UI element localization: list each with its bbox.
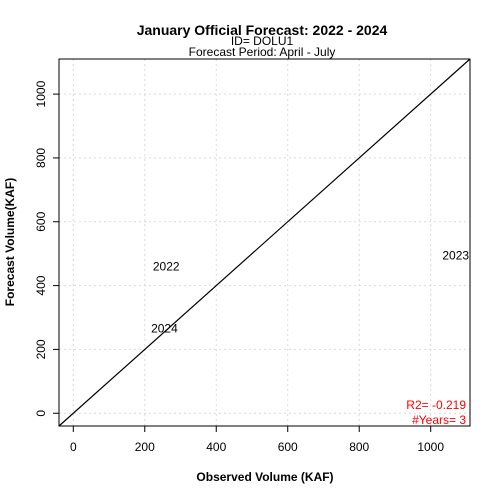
x-tick-label: 800 — [349, 440, 369, 454]
point-label-2023: 2023 — [442, 248, 469, 262]
y-tick-label: 600 — [34, 211, 48, 231]
y-tick-label: 200 — [34, 339, 48, 359]
chart-subtitle-period: Forecast Period: April - July — [189, 45, 336, 59]
y-tick-label: 0 — [34, 410, 48, 417]
y-tick-label: 400 — [34, 275, 48, 295]
chart-subtitle-id: ID= DOLU1 — [231, 34, 294, 48]
one-to-one-reference-line — [58, 58, 471, 427]
point-label-2022: 2022 — [153, 259, 180, 273]
x-axis-label: Observed Volume (KAF) — [196, 470, 333, 484]
chart-title: January Official Forecast: 2022 - 2024 — [137, 22, 388, 38]
y-axis-label: Forecast Volume(KAF) — [3, 178, 17, 306]
point-label-2024: 2024 — [151, 322, 178, 336]
years-count-stat: #Years= 3 — [412, 413, 466, 427]
point-labels: 2022 2023 2024 — [151, 248, 469, 335]
y-tick-label: 800 — [34, 148, 48, 168]
r2-stat: R2= -0.219 — [406, 398, 466, 412]
y-tick-label: 1000 — [34, 80, 48, 107]
x-axis-ticks: 0 200 400 600 800 1000 — [70, 426, 444, 454]
y-axis-ticks: 0 200 400 600 800 1000 — [34, 80, 59, 417]
x-tick-label: 600 — [278, 440, 298, 454]
plot-frame — [58, 58, 471, 427]
x-tick-label: 400 — [206, 440, 226, 454]
x-tick-label: 1000 — [417, 440, 444, 454]
x-tick-label: 0 — [70, 440, 77, 454]
grid-lines — [59, 59, 470, 426]
x-tick-label: 200 — [135, 440, 155, 454]
